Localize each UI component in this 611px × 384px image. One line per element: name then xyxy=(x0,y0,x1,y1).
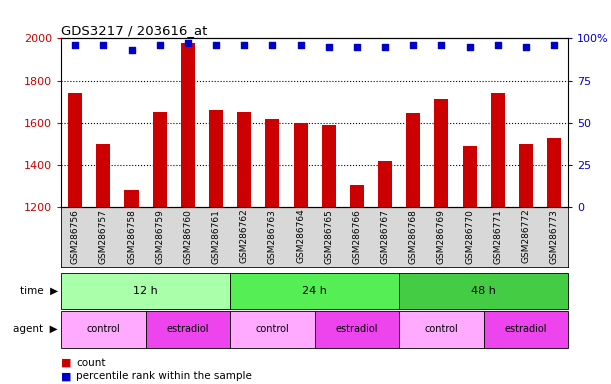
Text: 48 h: 48 h xyxy=(471,286,496,296)
Point xyxy=(549,42,559,48)
Text: 24 h: 24 h xyxy=(302,286,327,296)
Text: control: control xyxy=(87,324,120,334)
Point xyxy=(211,42,221,48)
Text: count: count xyxy=(76,358,106,368)
Bar xyxy=(181,43,195,207)
Bar xyxy=(209,110,223,207)
Text: estradiol: estradiol xyxy=(505,324,547,334)
Bar xyxy=(265,119,279,207)
Text: control: control xyxy=(425,324,458,334)
Point xyxy=(465,44,475,50)
Bar xyxy=(463,146,477,207)
Point xyxy=(70,42,80,48)
Text: GDS3217 / 203616_at: GDS3217 / 203616_at xyxy=(61,24,208,37)
Point xyxy=(380,44,390,50)
Text: estradiol: estradiol xyxy=(167,324,209,334)
Bar xyxy=(322,125,336,207)
Text: ■: ■ xyxy=(61,371,71,381)
Bar xyxy=(125,190,139,207)
Point xyxy=(436,42,446,48)
Point xyxy=(408,42,418,48)
Text: agent  ▶: agent ▶ xyxy=(13,324,58,334)
Text: time  ▶: time ▶ xyxy=(20,286,58,296)
Point xyxy=(155,42,164,48)
Bar xyxy=(434,99,448,207)
Point xyxy=(126,47,136,53)
Point xyxy=(98,42,108,48)
Bar xyxy=(350,185,364,207)
Point xyxy=(352,44,362,50)
Bar xyxy=(97,144,111,207)
Text: ■: ■ xyxy=(61,358,71,368)
Bar xyxy=(237,112,251,207)
Text: estradiol: estradiol xyxy=(335,324,378,334)
Text: 12 h: 12 h xyxy=(133,286,158,296)
Point xyxy=(521,44,531,50)
Bar xyxy=(547,137,561,207)
Bar xyxy=(519,144,533,207)
Text: control: control xyxy=(255,324,289,334)
Text: percentile rank within the sample: percentile rank within the sample xyxy=(76,371,252,381)
Bar xyxy=(491,93,505,207)
Bar xyxy=(293,123,307,207)
Bar xyxy=(378,161,392,207)
Bar xyxy=(68,93,82,207)
Bar xyxy=(153,112,167,207)
Point xyxy=(493,42,503,48)
Point xyxy=(296,42,306,48)
Point xyxy=(324,44,334,50)
Point xyxy=(268,42,277,48)
Point xyxy=(183,40,193,46)
Bar xyxy=(406,113,420,207)
Point xyxy=(240,42,249,48)
